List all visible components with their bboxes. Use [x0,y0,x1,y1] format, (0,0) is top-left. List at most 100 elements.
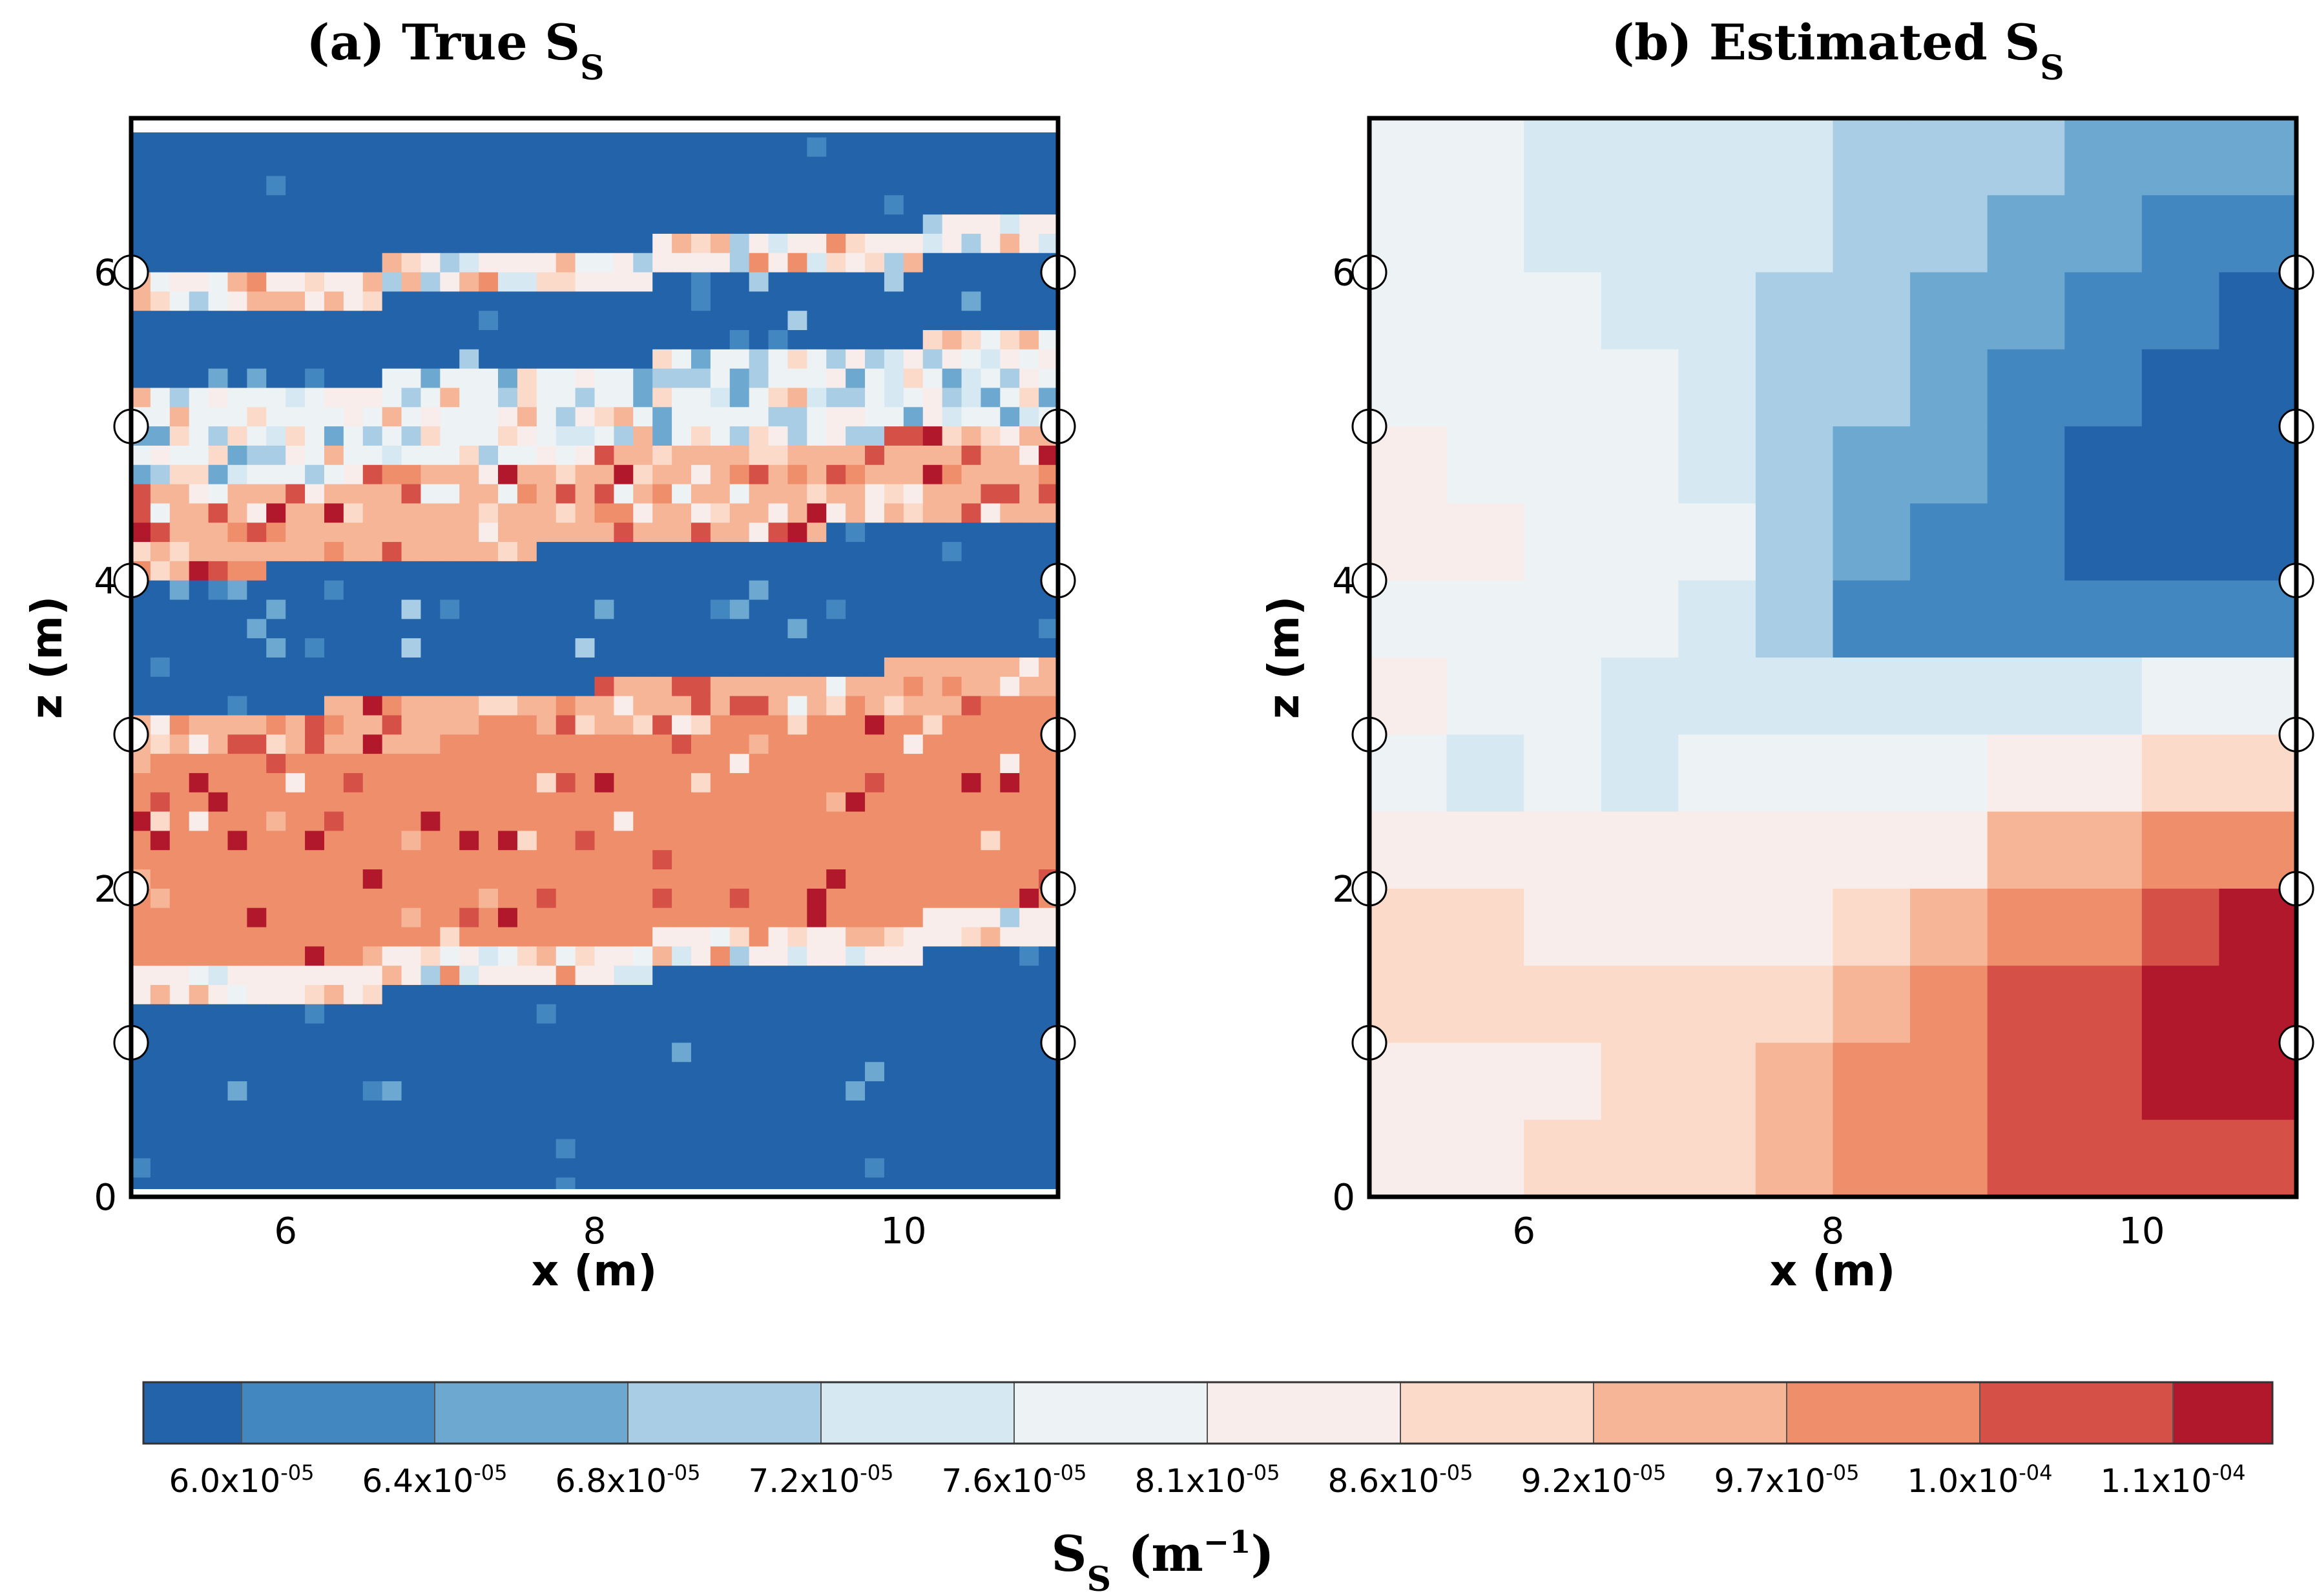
heatmap-cell [305,696,325,716]
heatmap-cell [787,561,807,581]
heatmap-cell [227,946,247,966]
heatmap-cell [672,407,692,427]
heatmap-cell [169,426,190,446]
heatmap-cell [787,176,807,196]
heatmap-cell [787,1100,807,1121]
heatmap-cell [922,984,943,1005]
heatmap-cell [807,426,827,446]
heatmap-cell [401,464,422,485]
heatmap-cell [633,599,653,619]
heatmap-cell [2064,888,2143,966]
heatmap-cell [150,676,171,697]
heatmap-cell [729,176,750,196]
heatmap-cell [1039,619,1059,639]
heatmap-cell [131,291,151,311]
heatmap-cell [710,1062,731,1082]
heatmap-cell [498,445,518,466]
heatmap-cell [672,195,692,215]
heatmap-cell [1039,349,1059,369]
heatmap-cell [1000,599,1020,619]
heatmap-cell [324,580,344,601]
heatmap-cell [1019,388,1039,408]
heatmap-cell [961,811,982,831]
heatmap-cell [826,464,846,485]
heatmap-cell [169,523,190,543]
heatmap-cell [479,1081,499,1101]
heatmap-cell [691,445,711,466]
heatmap-cell [1000,907,1020,928]
heatmap-cell [672,1158,692,1178]
heatmap-cell [768,484,789,504]
heatmap-cell [768,984,789,1005]
heatmap-cell [691,214,711,234]
heatmap-cell [652,388,672,408]
heatmap-cell [1910,272,1988,350]
heatmap-cell [1987,811,2065,889]
heatmap-cell [536,927,557,947]
heatmap-cell [440,407,460,427]
heatmap-cell [498,253,518,273]
heatmap-cell [961,349,982,369]
heatmap-cell [633,156,653,177]
heatmap-cell [729,984,750,1005]
colorbar-label-exp: −1 [1203,1524,1251,1560]
heatmap-cell [286,619,306,639]
heatmap-cell [362,542,383,562]
heatmap-cell [150,772,171,793]
heatmap-cell [981,233,1001,254]
colorbar-frame [142,1381,2274,1445]
heatmap-cell [652,561,672,581]
heatmap-cell [749,696,769,716]
heatmap-cell [942,253,962,273]
heatmap-cell [807,792,827,813]
heatmap-cell [787,445,807,466]
heatmap-cell [1039,638,1059,658]
heatmap-cell [556,445,576,466]
heatmap-cell [884,503,904,523]
heatmap-cell [961,561,982,581]
heatmap-cell [459,831,479,851]
heatmap-cell [672,772,692,793]
heatmap-cell [865,1081,885,1101]
heatmap-cell [440,349,460,369]
heatmap-cell [787,1042,807,1062]
heatmap-cell [826,1081,846,1101]
heatmap-cell [1039,792,1059,813]
heatmap-cell [749,253,769,273]
heatmap-cell [633,542,653,562]
heatmap-cell [189,715,209,735]
heatmap-cell [440,1004,460,1024]
panel-a-x-label: x (m) [532,1246,658,1296]
heatmap-cell [884,272,904,292]
heatmap-cell [498,233,518,254]
heatmap-cell [421,946,441,966]
heatmap-cell [2141,349,2220,427]
heatmap-cell [305,156,325,177]
heatmap-cell [749,658,769,678]
heatmap-cell [189,1100,209,1121]
heatmap-cell [189,927,209,947]
heatmap-cell [807,1023,827,1044]
heatmap-cell [517,734,537,754]
heatmap-cell [903,272,924,292]
heatmap-cell [208,291,229,311]
heatmap-cell [691,754,711,774]
heatmap-cell [1524,1119,1602,1197]
heatmap-cell [614,869,634,889]
colorbar-tick-label: 1.0x10-04 [1907,1460,2053,1500]
heatmap-cell [401,1139,422,1159]
heatmap-cell [459,464,479,485]
heatmap-cell [594,233,614,254]
heatmap-cell [865,869,885,889]
heatmap-cell [479,927,499,947]
heatmap-cell [1039,811,1059,831]
heatmap-cell [150,927,171,947]
heatmap-cell [498,946,518,966]
heatmap-cell [286,176,306,196]
heatmap-cell [768,831,789,851]
heatmap-cell [517,503,537,523]
heatmap-cell [575,156,596,177]
heatmap-cell [362,1158,383,1178]
heatmap-cell [150,176,171,196]
heatmap-cell [575,291,596,311]
